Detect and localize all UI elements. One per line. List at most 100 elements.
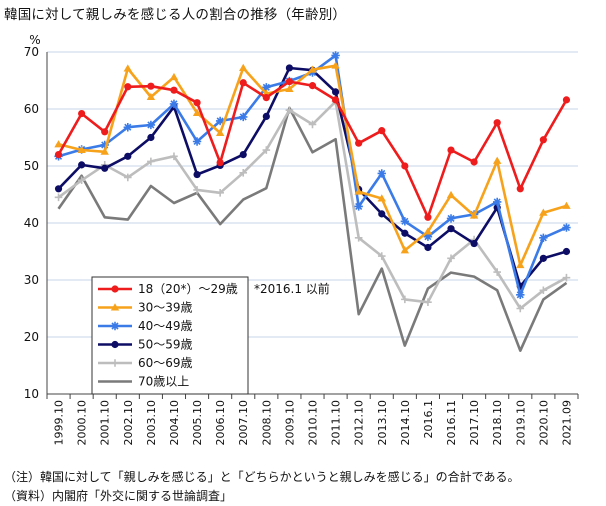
data-point [424, 298, 432, 307]
data-point [54, 151, 63, 159]
data-point [470, 239, 478, 248]
x-tick-label: 2009.10 [283, 400, 296, 446]
series-line [57, 106, 568, 353]
data-point [377, 194, 386, 202]
legend-item: 18（20*）～29歳 [98, 282, 238, 296]
data-point [331, 51, 340, 60]
legend-box [91, 276, 249, 395]
data-point [239, 63, 248, 71]
legend-item: 40～49歳 [98, 319, 193, 333]
data-point [308, 82, 317, 90]
x-tick-label: 2020.10 [537, 400, 550, 446]
data-point [331, 61, 340, 69]
data-point [285, 84, 294, 93]
data-point [124, 173, 132, 182]
data-point [378, 210, 386, 218]
data-point [100, 140, 109, 150]
data-point [400, 217, 410, 226]
data-point [239, 79, 247, 87]
data-point [146, 120, 156, 130]
data-point [446, 214, 456, 223]
x-tick-label: 2008.10 [260, 400, 273, 446]
data-point [446, 190, 456, 199]
data-point [493, 268, 501, 276]
x-tick-label: 2017.10 [468, 400, 481, 446]
x-tick-label: 2004.10 [168, 400, 181, 446]
data-point [424, 243, 432, 252]
y-tick-label: 60 [24, 102, 39, 116]
data-point [377, 169, 386, 178]
y-tick-label: 40 [24, 216, 39, 230]
data-point [192, 108, 202, 116]
y-tick-label: 70 [24, 45, 39, 59]
data-point [401, 229, 409, 237]
x-tick-label: 2006.10 [214, 400, 227, 446]
data-point [423, 227, 433, 235]
data-point [308, 120, 317, 129]
data-point [539, 254, 547, 262]
data-point [424, 213, 432, 221]
data-point [147, 82, 155, 90]
series-line [58, 64, 567, 267]
legend-item: 60～69歳 [98, 356, 193, 370]
legend-item: 30～39歳 [98, 301, 193, 315]
data-point [123, 123, 133, 132]
x-tick-label: 2016.11 [445, 400, 458, 446]
data-point [147, 133, 155, 142]
y-unit-label: % [29, 33, 40, 47]
data-point [262, 83, 271, 92]
x-tick-label: 2011.10 [330, 400, 343, 446]
data-point [78, 109, 86, 118]
data-point [111, 340, 119, 349]
y-tick-label: 20 [24, 330, 39, 344]
data-point [54, 140, 63, 148]
data-point [262, 146, 271, 154]
legend-label: 50～59歳 [138, 338, 193, 352]
data-point [170, 86, 178, 94]
series-2 [54, 61, 571, 269]
data-point [101, 128, 109, 136]
legend-label: 70歳以上 [138, 375, 189, 389]
data-point [562, 96, 571, 104]
legend-label: 40～49歳 [138, 319, 193, 333]
y-tick-label: 30 [24, 273, 39, 287]
data-point [447, 225, 455, 233]
data-point [492, 197, 502, 207]
data-point [239, 112, 248, 122]
data-point [562, 223, 571, 232]
data-point [331, 96, 340, 104]
data-point [216, 188, 224, 197]
data-point [193, 99, 201, 107]
data-point [562, 273, 571, 282]
data-point [262, 94, 270, 102]
data-point [262, 112, 270, 121]
data-point [192, 137, 202, 146]
x-tick-label: 2019.10 [514, 400, 527, 446]
data-point [331, 88, 340, 96]
data-point [562, 247, 571, 256]
x-tick-label: 2014.10 [399, 400, 412, 446]
source-line: （資料）内閣府「外交に関する世論調査」 [4, 489, 233, 503]
data-point [193, 186, 201, 194]
data-point [147, 157, 155, 166]
x-tick-label: 2000.10 [76, 400, 89, 446]
data-point [516, 260, 525, 269]
data-point [539, 208, 548, 216]
data-point [239, 151, 247, 159]
data-point [354, 187, 363, 195]
data-point [100, 147, 109, 155]
data-point [169, 72, 179, 81]
data-point [285, 64, 294, 72]
chart-title: 韓国に対して親しみを感じる人の割合の推移（年齢別） [4, 7, 347, 23]
x-tick-label: 2003.10 [145, 400, 158, 446]
data-point [447, 254, 455, 263]
data-point [400, 246, 410, 254]
x-tick-label: 2013.10 [376, 400, 389, 446]
data-point [170, 152, 178, 161]
data-point [216, 158, 224, 167]
data-point [77, 176, 86, 185]
x-tick-label: 2010.10 [307, 400, 320, 446]
data-point [124, 152, 132, 160]
data-point [77, 145, 86, 154]
